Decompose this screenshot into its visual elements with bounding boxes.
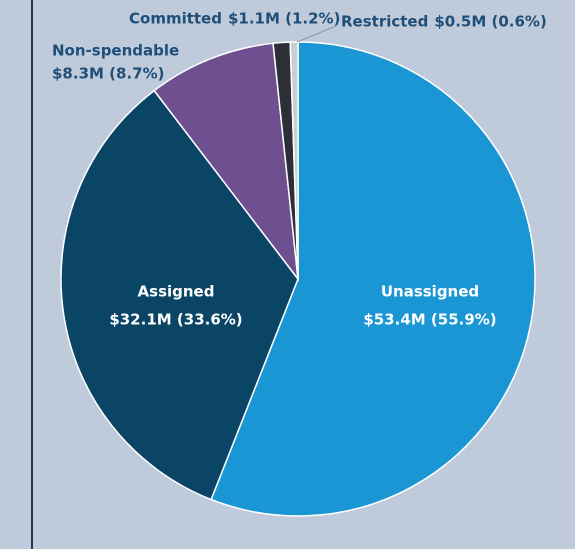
slice-label: Restricted bbox=[341, 13, 428, 31]
value-label: $8.3M (8.7%) bbox=[52, 65, 164, 83]
value-label: $0.5M (0.6%) bbox=[434, 13, 546, 31]
pie bbox=[60, 41, 536, 517]
value-label: $53.4M (55.9%) bbox=[363, 311, 496, 329]
slice-label: Non-spendable bbox=[52, 42, 179, 60]
pie-slice bbox=[210, 41, 536, 517]
pie-slice bbox=[60, 89, 299, 501]
value-label: $1.1M (1.2%) bbox=[228, 10, 340, 28]
leader-line bbox=[296, 25, 337, 43]
slice-label: Unassigned bbox=[381, 283, 479, 301]
pie-slice bbox=[153, 42, 300, 282]
slice-label: Committed bbox=[129, 10, 222, 28]
slice-label: Assigned bbox=[138, 283, 215, 301]
labels: Unassigned $53.4M (55.9%) Assigned $32.1M (… bbox=[52, 10, 547, 329]
value-label: $32.1M (33.6%) bbox=[109, 311, 242, 329]
